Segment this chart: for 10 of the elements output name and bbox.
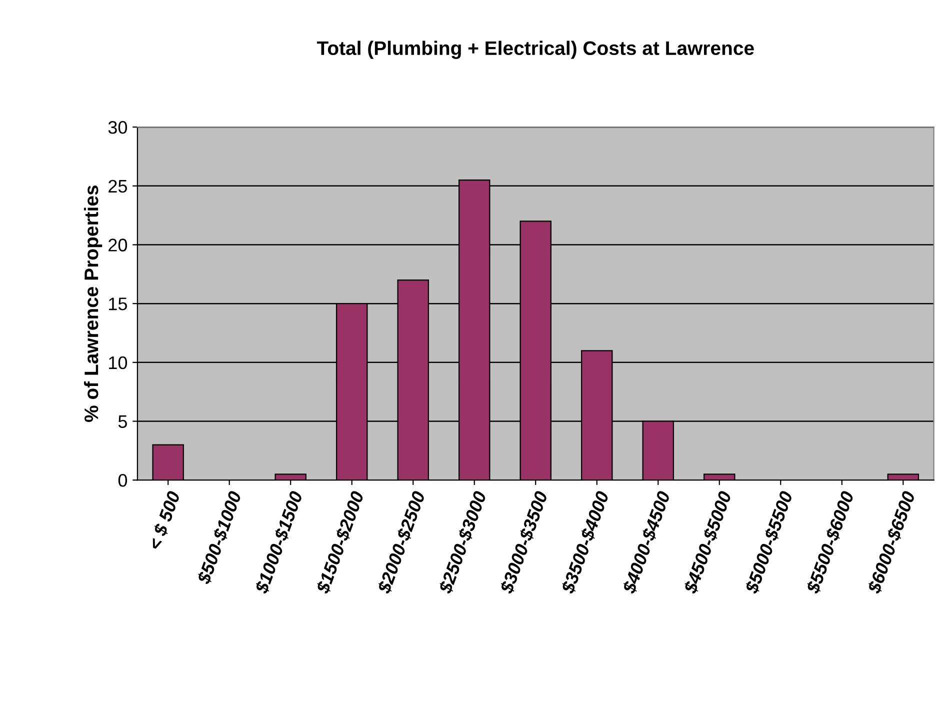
chart-title: Total (Plumbing + Electrical) Costs at Lawrence <box>316 40 754 59</box>
y-tick-label: 15 <box>109 298 127 310</box>
y-tick-label: 5 <box>118 415 127 428</box>
y-axis-title: % of Lawrence Properties <box>84 186 102 422</box>
x-tick-label: < $ 500 <box>147 490 182 551</box>
y-tick-label: 10 <box>109 356 128 370</box>
y-tick-label: 0 <box>118 474 128 487</box>
y-tick-label: 30 <box>108 121 128 134</box>
y-tick-label: 25 <box>108 180 127 193</box>
y-tick-label: 20 <box>108 238 128 252</box>
